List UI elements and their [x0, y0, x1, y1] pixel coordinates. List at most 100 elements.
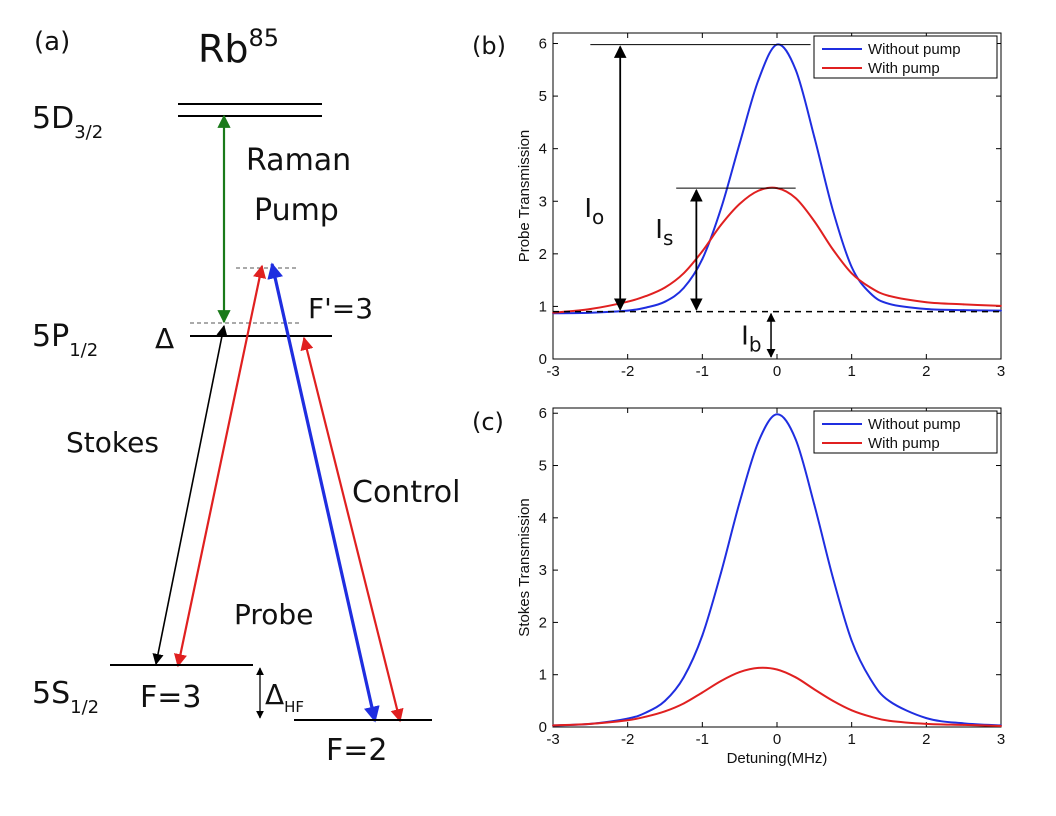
data-point	[626, 717, 629, 720]
data-point	[813, 503, 816, 506]
data-point	[794, 68, 797, 71]
data-point	[813, 136, 816, 139]
data-point	[832, 577, 834, 579]
ib-label: Ib	[741, 321, 761, 356]
data-point	[925, 722, 928, 725]
data-point	[832, 248, 834, 251]
data-point	[626, 719, 629, 722]
data-point	[645, 306, 648, 309]
y-tick-label: 3	[539, 562, 547, 579]
data-point	[738, 671, 741, 673]
x-tick-label: 2	[922, 363, 930, 380]
atom-label: Rb85	[198, 24, 279, 71]
data-point	[589, 308, 592, 310]
data-point	[626, 300, 629, 303]
data-point	[720, 571, 722, 574]
chart-probe-transmission: -3 -2 -1 0 1 2 3 0 1 2 3 4 5 6 Probe Transmission Witho…	[516, 32, 1005, 380]
data-point	[738, 142, 741, 145]
legend-entry: With pump	[868, 435, 940, 452]
y-tick-label: 6	[539, 36, 547, 53]
y-tick-label: 1	[539, 667, 547, 684]
data-point	[850, 639, 853, 642]
data-point	[925, 308, 928, 310]
plot-frame	[552, 407, 1002, 728]
data-point	[832, 209, 834, 212]
data-point	[888, 295, 890, 297]
chart-stokes-transmission: -3 -2 -1 0 1 2 3 0 1 2 3 4 5 6 Stokes Transmission Detu…	[516, 405, 1005, 767]
is-label: Is	[655, 215, 673, 250]
y-tick-label: 5	[539, 458, 547, 475]
data-point	[1000, 309, 1002, 312]
data-point	[869, 715, 872, 718]
data-point	[682, 272, 685, 275]
fprime-label: F'=3	[308, 292, 373, 325]
data-point	[664, 300, 666, 303]
probe-label: Probe	[234, 598, 313, 631]
probe-red-arrow	[173, 264, 267, 668]
raman-label-1: Raman	[246, 143, 351, 178]
delta-label: Δ	[155, 322, 174, 355]
data-point	[589, 722, 592, 725]
x-tick-label: 1	[847, 731, 855, 748]
x-tick-label: 0	[773, 731, 781, 748]
data-point	[682, 702, 685, 705]
data-point	[776, 413, 778, 416]
panel-c-label: (c)	[472, 408, 504, 436]
data-point	[701, 691, 704, 694]
legend-entry: Without pump	[868, 41, 961, 58]
data-point	[962, 309, 965, 311]
data-point	[645, 715, 648, 718]
y-tick-label: 0	[539, 719, 547, 736]
x-tick-label: -1	[696, 731, 709, 748]
stokes-label: Stokes	[66, 426, 159, 459]
data-point	[850, 266, 853, 268]
panel-b-label: (b)	[472, 32, 506, 60]
level-diagram: (a) Rb85 5D3/2 Raman Pump 5P1/2 Δ F'=3 S…	[32, 24, 460, 768]
y-tick-label: 6	[539, 405, 547, 422]
x-tick-label: -3	[546, 731, 559, 748]
data-point	[701, 258, 704, 260]
y-axis-label: Stokes Transmission	[516, 498, 533, 636]
legend-box	[813, 410, 998, 454]
data-point	[925, 717, 928, 720]
data-point	[776, 668, 778, 671]
data-point	[757, 667, 760, 669]
data-point	[888, 719, 890, 722]
data-point	[813, 220, 816, 223]
data-point	[701, 250, 704, 253]
level-5d-label: 5D3/2	[32, 101, 103, 143]
data-point	[720, 680, 722, 682]
data-point	[664, 710, 666, 713]
data-point	[645, 711, 648, 714]
f3-label: F=3	[140, 680, 201, 715]
data-point	[738, 501, 741, 504]
f2-label: F=2	[326, 733, 387, 768]
x-tick-label: -2	[621, 731, 634, 748]
data-point	[888, 302, 890, 305]
y-tick-label: 4	[539, 510, 547, 527]
x-tick-label: -3	[546, 363, 559, 380]
control-label: Control	[352, 475, 460, 510]
y-tick-label: 4	[539, 141, 547, 158]
x-axis-label: Detuning(MHz)	[727, 750, 828, 767]
data-point	[664, 699, 666, 702]
panel-a-label: (a)	[34, 27, 70, 57]
data-point	[552, 724, 554, 727]
series-line-with-pump	[552, 666, 1002, 727]
data-point	[794, 676, 797, 679]
data-point	[1000, 304, 1002, 307]
io-label: Io	[584, 194, 604, 229]
x-tick-label: 2	[922, 731, 930, 748]
data-point	[869, 292, 872, 295]
data-point	[850, 709, 853, 712]
data-point	[720, 224, 722, 226]
x-tick-label: -2	[621, 363, 634, 380]
y-tick-label: 3	[539, 193, 547, 210]
data-point	[664, 286, 666, 289]
data-point	[757, 79, 760, 82]
data-point	[738, 202, 741, 205]
data-point	[925, 301, 928, 304]
data-point	[757, 441, 760, 443]
legend-entry: Without pump	[868, 416, 961, 433]
